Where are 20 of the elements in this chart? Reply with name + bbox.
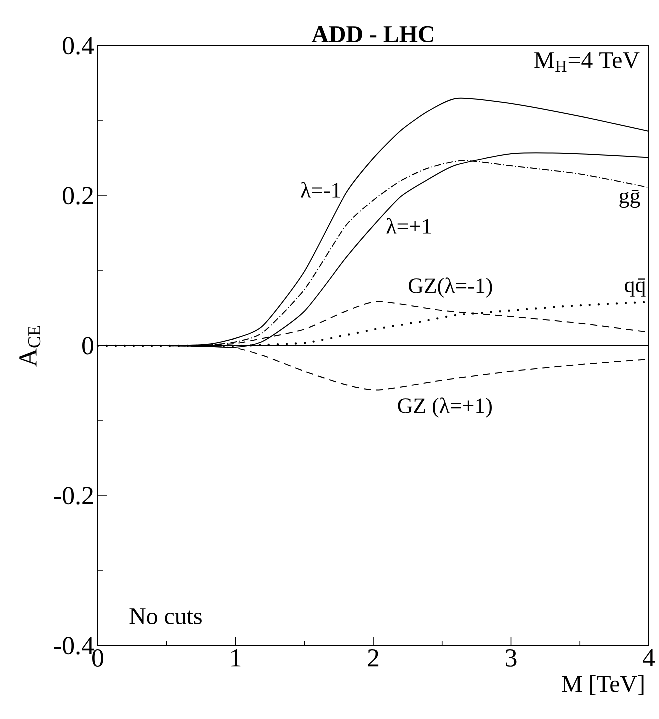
y-tick-label: 0.4 — [63, 37, 94, 55]
series-label: GZ (λ=+1) — [398, 398, 492, 418]
x-tick-label: 3 — [506, 650, 517, 667]
x-tick-label: 1 — [232, 650, 241, 667]
series-label: qq̄ — [625, 278, 646, 297]
chart-title: ADD - LHC — [312, 26, 434, 42]
y-tick-label: 0.2 — [63, 187, 94, 205]
x-tick-label: 2 — [368, 650, 379, 667]
y-tick-label: -0.4 — [54, 637, 94, 655]
y-axis-title: A$_{CE}$ — [20, 326, 41, 367]
series-label: λ=+1 — [386, 218, 432, 234]
series-label: λ=-1 — [301, 182, 340, 198]
series-label: GZ(λ=-1) — [409, 278, 492, 298]
x-tick-label: 4 — [643, 650, 656, 667]
annotation: M$_{H}$=4 TeV — [534, 52, 640, 72]
series-label: gḡ — [620, 190, 640, 208]
y-tick-label: -0.2 — [54, 487, 94, 505]
annotation: No cuts — [130, 608, 202, 624]
y-tick-label: 0 — [82, 337, 94, 355]
x-axis-title: M [TeV] — [562, 676, 644, 696]
